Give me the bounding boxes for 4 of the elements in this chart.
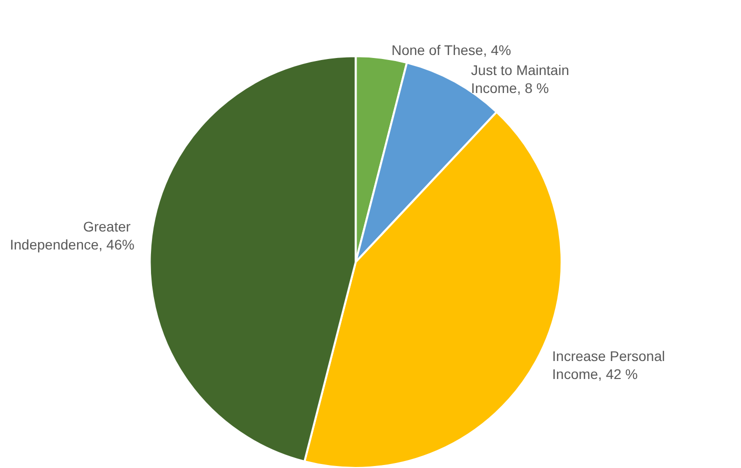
slice-label: Greater Independence, 46% [10,218,134,252]
slice-label: Just to Maintain Income, 8 % [471,62,573,96]
slice-label: Increase Personal Income, 42 % [552,348,669,382]
slice-label: None of These, 4% [391,42,512,58]
